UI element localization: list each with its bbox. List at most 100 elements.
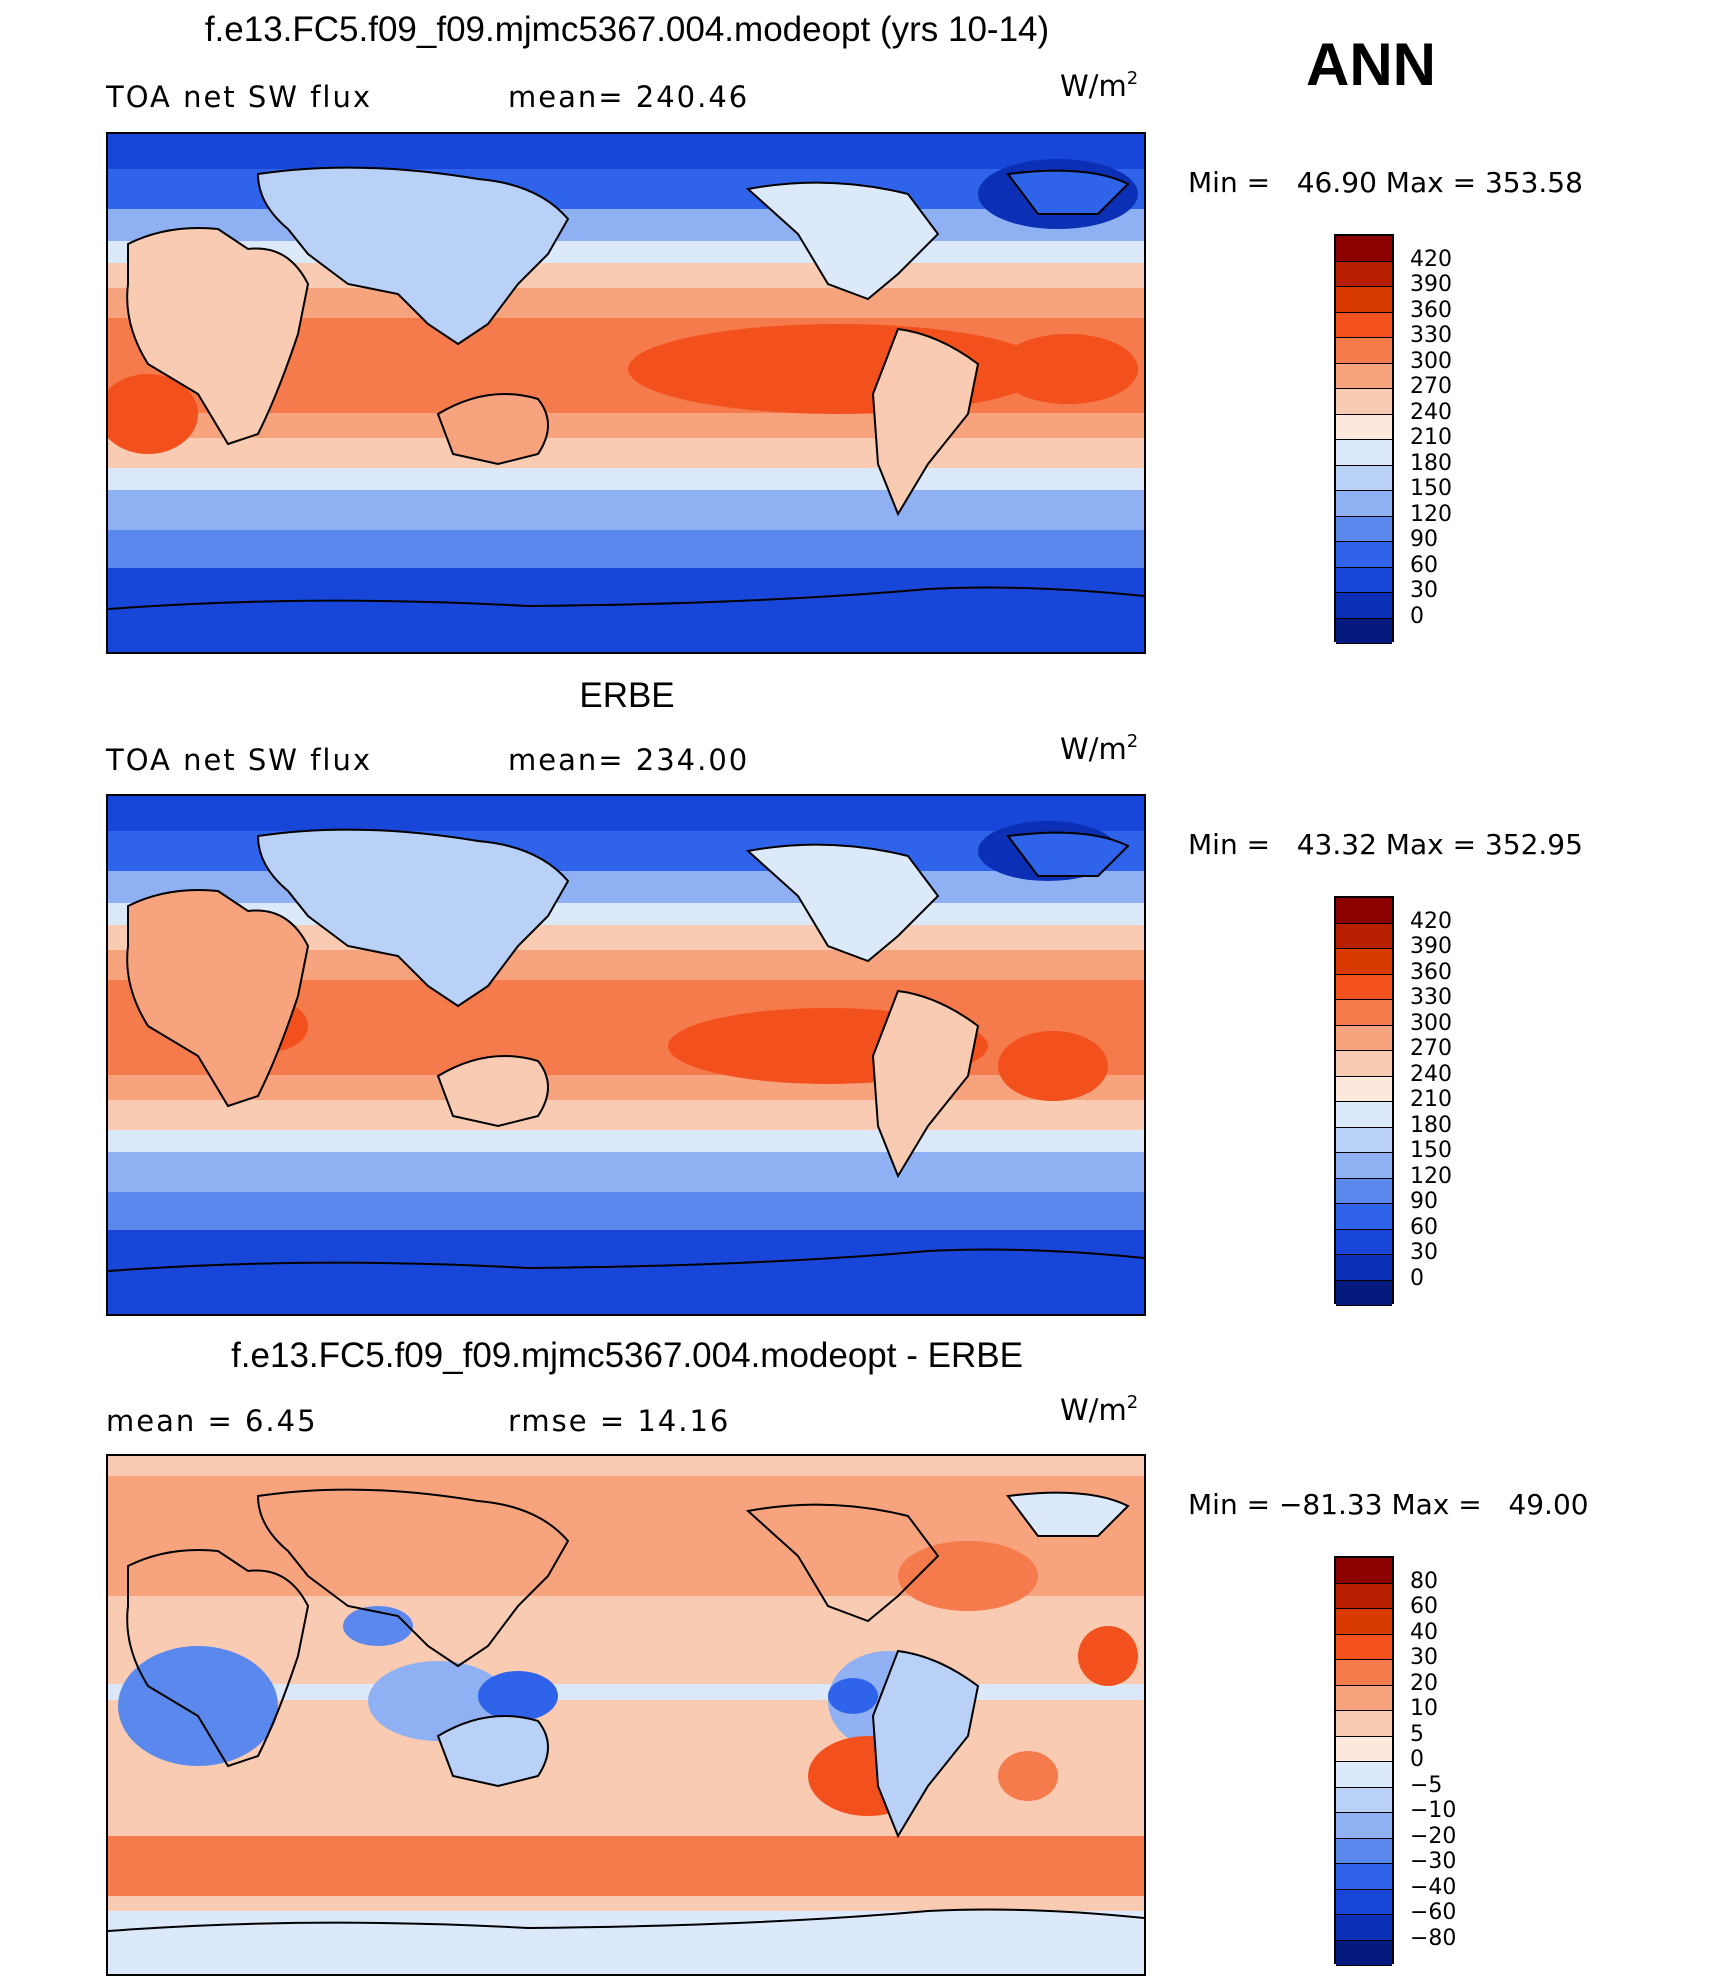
colorbar-swatch (1336, 1102, 1392, 1128)
colorbar-tick-label: 80 (1410, 1568, 1438, 1594)
colorbar-tick-label: −5 (1410, 1772, 1443, 1798)
colorbar-swatch (1336, 1178, 1392, 1204)
colorbar-tick-label: 360 (1410, 959, 1452, 985)
colorbar-tick-label: 210 (1410, 1087, 1452, 1112)
colorbar-swatch (1336, 389, 1392, 415)
colorbar-swatch (1336, 1762, 1392, 1788)
colorbar-tick-label: 150 (1410, 1138, 1452, 1163)
panel-3-title: f.e13.FC5.f09_f09.mjmc5367.004.modeopt -… (231, 1336, 1023, 1375)
colorbar-swatch (1336, 1280, 1392, 1306)
colorbar-swatch (1336, 1076, 1392, 1102)
colorbar-swatch (1336, 516, 1392, 542)
colorbar-tick-label: 90 (1410, 1189, 1438, 1214)
colorbar-tick-label: 390 (1410, 934, 1452, 959)
colorbar-swatch (1336, 465, 1392, 491)
panel-1-title: f.e13.FC5.f09_f09.mjmc5367.004.modeopt (… (204, 10, 1050, 49)
colorbar-swatch (1336, 236, 1392, 262)
panel-2-variable-label: TOA net SW flux (106, 743, 373, 777)
colorbar-tick-label: 180 (1410, 1112, 1452, 1138)
colorbar-tick-label: −10 (1410, 1798, 1457, 1823)
colorbar-swatch (1336, 1915, 1392, 1941)
colorbar-swatch (1336, 974, 1392, 1000)
colorbar-swatch (1336, 1609, 1392, 1635)
colorbar-tick-label: 420 (1410, 908, 1452, 934)
colorbar-swatch (1336, 1229, 1392, 1255)
colorbar-tick-label: 0 (1410, 603, 1424, 629)
colorbar-tick-label: 30 (1410, 1240, 1438, 1265)
panel-3-rmse-label: rmse = 14.16 (508, 1404, 731, 1438)
colorbar-swatch (1336, 1127, 1392, 1153)
panel-2-map (106, 794, 1146, 1316)
colorbar-tick-label: 300 (1410, 348, 1452, 374)
colorbar-tick-label: −60 (1410, 1900, 1457, 1925)
colorbar-tick-label: 5 (1410, 1721, 1424, 1747)
panel-1-variable-label: TOA net SW flux (106, 80, 373, 114)
colorbar-tick-label: 180 (1410, 450, 1452, 476)
colorbar-swatch (1336, 1583, 1392, 1609)
panel-2-units: W/m2 (1060, 731, 1139, 766)
colorbar-swatch (1336, 1204, 1392, 1230)
colorbar-swatch (1336, 363, 1392, 389)
colorbar-tick-label: 20 (1410, 1670, 1438, 1696)
panel-1-minmax: Min = 46.90 Max = 353.58 (1188, 166, 1583, 199)
colorbar-swatch (1336, 261, 1392, 287)
colorbar-tick-label: 60 (1410, 552, 1438, 578)
colorbar-swatch (1336, 1736, 1392, 1762)
panel-3-minmax: Min = −81.33 Max = 49.00 (1188, 1488, 1589, 1521)
colorbar-swatch (1336, 1685, 1392, 1711)
colorbar-tick-label: 390 (1410, 272, 1452, 297)
colorbar-tick-label: 270 (1410, 374, 1452, 399)
colorbar-tick-label: −40 (1410, 1874, 1457, 1900)
colorbar-swatch (1336, 1051, 1392, 1077)
colorbar-swatch (1336, 949, 1392, 975)
colorbar-swatch (1336, 1660, 1392, 1686)
colorbar-tick-label: 60 (1410, 1214, 1438, 1240)
colorbar-swatch (1336, 618, 1392, 644)
colorbar-swatch (1336, 1813, 1392, 1839)
panel-1-colorbar (1334, 234, 1394, 644)
colorbar-swatch (1336, 1940, 1392, 1966)
colorbar-tick-label: 40 (1410, 1619, 1438, 1645)
panel-3-colorbar (1334, 1556, 1394, 1966)
colorbar-tick-label: 240 (1410, 399, 1452, 425)
colorbar-swatch (1336, 1153, 1392, 1179)
colorbar-tick-label: 240 (1410, 1061, 1452, 1087)
colorbar-swatch (1336, 1634, 1392, 1660)
colorbar-tick-label: −20 (1410, 1823, 1457, 1849)
season-label: ANN (1306, 31, 1436, 98)
colorbar-swatch (1336, 414, 1392, 440)
colorbar-tick-label: 210 (1410, 425, 1452, 450)
colorbar-tick-label: 120 (1410, 1163, 1452, 1189)
panel-1-units: W/m2 (1060, 68, 1139, 103)
colorbar-swatch (1336, 1711, 1392, 1737)
panel-2-minmax: Min = 43.32 Max = 352.95 (1188, 828, 1583, 861)
colorbar-tick-label: 330 (1410, 985, 1452, 1010)
colorbar-swatch (1336, 1025, 1392, 1051)
colorbar-swatch (1336, 287, 1392, 313)
colorbar-tick-label: 270 (1410, 1036, 1452, 1061)
colorbar-swatch (1336, 1838, 1392, 1864)
colorbar-tick-label: 360 (1410, 297, 1452, 323)
colorbar-swatch (1336, 491, 1392, 517)
colorbar-swatch (1336, 1255, 1392, 1281)
panel-3-units: W/m2 (1060, 1392, 1139, 1427)
colorbar-swatch (1336, 898, 1392, 924)
colorbar-tick-label: −80 (1410, 1925, 1457, 1951)
colorbar-tick-label: 90 (1410, 527, 1438, 552)
colorbar-tick-label: 150 (1410, 476, 1452, 501)
colorbar-swatch (1336, 338, 1392, 364)
colorbar-swatch (1336, 1889, 1392, 1915)
panel-3-mean-label: mean = 6.45 (106, 1404, 318, 1438)
colorbar-tick-label: 0 (1410, 1747, 1424, 1772)
colorbar-swatch (1336, 1558, 1392, 1584)
panel-1-map (106, 132, 1146, 654)
colorbar-tick-label: 420 (1410, 246, 1452, 272)
colorbar-tick-label: 330 (1410, 323, 1452, 348)
colorbar-tick-label: 30 (1410, 578, 1438, 603)
colorbar-swatch (1336, 312, 1392, 338)
panel-2-colorbar (1334, 896, 1394, 1306)
colorbar-swatch (1336, 440, 1392, 466)
colorbar-swatch (1336, 567, 1392, 593)
colorbar-tick-label: 30 (1410, 1645, 1438, 1670)
colorbar-tick-label: 300 (1410, 1010, 1452, 1036)
